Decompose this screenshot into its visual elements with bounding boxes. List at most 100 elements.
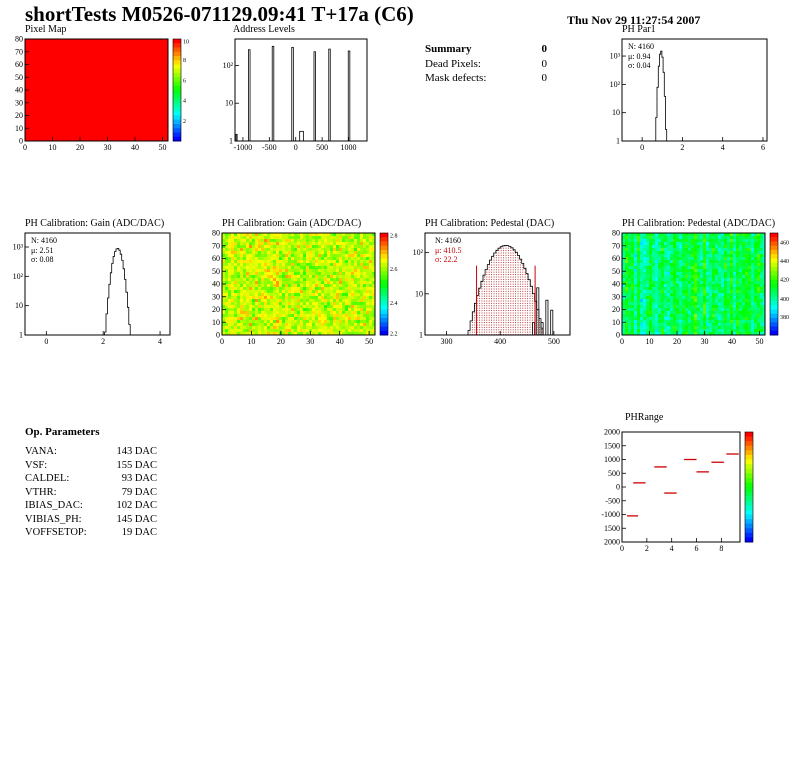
svg-text:60: 60 (612, 254, 620, 263)
svg-text:0: 0 (616, 331, 620, 340)
svg-text:20: 20 (673, 337, 681, 346)
timestamp: Thu Nov 29 11:27:54 2007 (567, 13, 701, 27)
summary-row: Mask defects: 0 (425, 71, 547, 86)
svg-text:50: 50 (212, 267, 220, 276)
svg-text:10: 10 (15, 124, 23, 133)
op-param-value: 145 DAC (116, 513, 157, 525)
svg-text:0: 0 (294, 143, 298, 152)
svg-text:420: 420 (780, 277, 789, 283)
summary-block: Summary 0 Dead Pixels: 0 Mask defects: 0 (425, 42, 547, 86)
svg-text:30: 30 (212, 292, 220, 301)
svg-text:70: 70 (212, 241, 220, 250)
plot-title-pedestal-1d: PH Calibration: Pedestal (DAC) (425, 218, 555, 229)
plot-title-address-levels: Address Levels (233, 24, 295, 35)
svg-text:40: 40 (612, 280, 620, 289)
plot-title-pixel-map: Pixel Map (25, 24, 67, 35)
op-param-value: 93 DAC (121, 473, 157, 484)
svg-text:20: 20 (212, 305, 220, 314)
svg-text:80: 80 (612, 229, 620, 238)
svg-text:8: 8 (719, 544, 723, 553)
svg-text:0: 0 (19, 137, 23, 146)
svg-text:40: 40 (15, 86, 23, 95)
svg-text:10: 10 (415, 289, 423, 298)
svg-text:30: 30 (701, 337, 709, 346)
ph-par1-plot: 0 2 4 6 1 10 10² 10³ (610, 38, 768, 152)
panel-pedestal-1d: PH Calibration: Pedestal (DAC) 300 400 500… (409, 218, 585, 360)
op-param-row: VANA: 143 DAC (25, 445, 157, 459)
svg-text:440: 440 (780, 259, 789, 265)
svg-text:8: 8 (183, 58, 186, 64)
stat-line: μ: 410.5 (435, 245, 462, 255)
svg-text:80: 80 (15, 35, 23, 44)
svg-text:0: 0 (640, 143, 644, 152)
op-param-row: VTHR: 79 DAC (25, 486, 157, 500)
svg-text:40: 40 (131, 143, 139, 152)
svg-text:10: 10 (225, 99, 233, 108)
svg-text:10²: 10² (223, 61, 234, 70)
svg-text:10²: 10² (13, 272, 24, 281)
svg-text:500: 500 (608, 469, 620, 478)
stat-line: N: 4160 (435, 236, 461, 245)
svg-text:500: 500 (548, 337, 560, 346)
op-param-value: 143 DAC (116, 446, 157, 457)
gain-1d-plot: 0 2 4 1 10 10² 10³ (13, 232, 171, 346)
svg-text:10²: 10² (413, 248, 424, 257)
stat-line: σ: 0.08 (31, 255, 54, 264)
svg-text:2: 2 (645, 544, 649, 553)
summary-row-label: Dead Pixels: (425, 57, 481, 70)
gain-2d-plot: 0 10 20 30 40 50 0 10 20 30 40 50 60 70 80 2.8 2.6 2.4 2.2 (212, 229, 398, 347)
svg-text:1: 1 (19, 331, 23, 340)
plot-title-ph-range: PHRange (625, 412, 664, 423)
svg-text:2000: 2000 (604, 428, 620, 437)
stat-line: μ: 2.51 (31, 245, 54, 255)
svg-text:1: 1 (229, 137, 233, 146)
op-param-label: VSF: (25, 459, 48, 471)
op-param-row: VOFFSETOP: 19 DAC (25, 526, 157, 540)
op-param-row: IBIAS_DAC: 102 DAC (25, 499, 157, 513)
ph-range-plot: 0 2 4 6 8 2000 1500 1000 500 0 -500 -1000 1500 2000 (601, 428, 754, 553)
svg-text:4: 4 (158, 337, 162, 346)
svg-text:10³: 10³ (13, 242, 24, 251)
op-param-value: 155 DAC (116, 459, 157, 471)
plot-title-gain-1d: PH Calibration: Gain (ADC/DAC) (25, 218, 165, 229)
stats-box-pedestal-1d: N: 4160 μ: 410.5 σ: 22.2 (435, 236, 462, 265)
panel-pixel-map: Pixel Map 0 10 20 30 40 50 0 10 20 30 40 50 60 70 80 10… (6, 24, 208, 166)
svg-text:20: 20 (277, 337, 285, 346)
svg-text:30: 30 (612, 292, 620, 301)
svg-text:10²: 10² (610, 80, 621, 89)
svg-text:1500: 1500 (604, 441, 620, 450)
svg-text:30: 30 (306, 337, 314, 346)
svg-text:80: 80 (212, 229, 220, 238)
op-parameters-block: Op. Parameters VANA: 143 DAC VSF: 155 DA… (25, 426, 157, 540)
panel-address-levels: Address Levels -1000 -500 0 500 1000 1 10 10² (219, 24, 386, 166)
svg-text:1500: 1500 (604, 524, 620, 533)
op-param-value: 102 DAC (116, 500, 157, 511)
svg-text:2: 2 (183, 119, 186, 125)
svg-text:40: 40 (336, 337, 344, 346)
svg-text:4: 4 (183, 99, 186, 105)
plot-title-pedestal-2d: PH Calibration: Pedestal (ADC/DAC) (622, 218, 776, 229)
svg-text:50: 50 (159, 143, 167, 152)
svg-text:1000: 1000 (341, 143, 357, 152)
stat-line: σ: 22.2 (435, 255, 458, 264)
svg-text:0: 0 (620, 544, 624, 553)
pedestal-1d-plot: 300 400 500 1 10 10² (413, 232, 571, 346)
summary-value: 0 (541, 43, 548, 55)
svg-text:4: 4 (721, 143, 725, 152)
svg-text:500: 500 (316, 143, 328, 152)
pixel-map-plot: 0 10 20 30 40 50 0 10 20 30 40 50 60 70 80 10 8 6 4 2 (15, 35, 189, 153)
summary-title: Summary (425, 43, 472, 55)
svg-text:0: 0 (23, 143, 27, 152)
svg-text:2.8: 2.8 (390, 234, 398, 240)
svg-text:10: 10 (612, 108, 620, 117)
stat-line: μ: 0.94 (628, 51, 651, 61)
svg-text:70: 70 (612, 241, 620, 250)
svg-text:6: 6 (695, 544, 699, 553)
stats-box-ph-par1: N: 4160 μ: 0.94 σ: 0.04 (628, 42, 654, 71)
svg-text:2000: 2000 (604, 538, 620, 547)
svg-text:1000: 1000 (604, 455, 620, 464)
op-param-label: CALDEL: (25, 473, 70, 484)
stat-line: N: 4160 (31, 236, 57, 245)
panel-ph-range: PHRange 0 2 4 6 8 2000 1500 1000 500 0 -500 -1000 15… (598, 412, 788, 568)
stat-line: σ: 0.04 (628, 61, 651, 70)
